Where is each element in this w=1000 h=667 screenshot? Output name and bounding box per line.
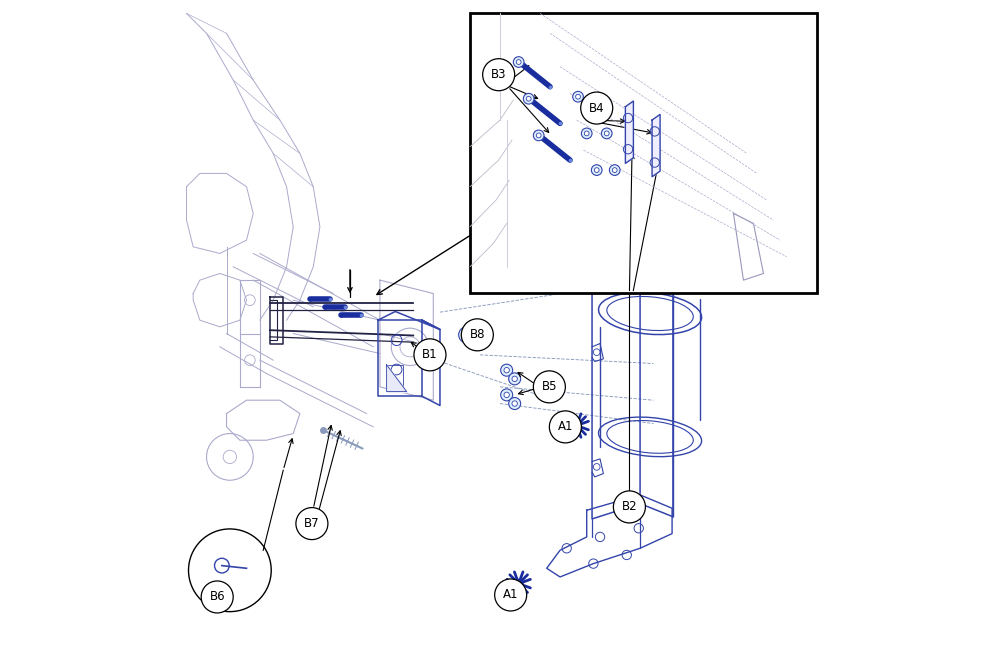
Text: B2: B2 bbox=[622, 500, 637, 514]
Circle shape bbox=[572, 421, 581, 430]
Circle shape bbox=[526, 96, 531, 101]
Circle shape bbox=[513, 57, 524, 67]
Circle shape bbox=[501, 364, 513, 376]
Circle shape bbox=[201, 581, 233, 613]
Circle shape bbox=[464, 332, 477, 346]
Circle shape bbox=[459, 327, 475, 343]
Circle shape bbox=[581, 92, 613, 124]
Circle shape bbox=[512, 401, 517, 406]
Circle shape bbox=[501, 389, 513, 401]
Text: B4: B4 bbox=[589, 101, 605, 115]
Circle shape bbox=[468, 336, 474, 342]
Text: A1: A1 bbox=[558, 420, 573, 434]
Circle shape bbox=[533, 130, 544, 141]
Bar bbox=[387, 365, 403, 392]
Circle shape bbox=[495, 579, 527, 611]
Text: B5: B5 bbox=[542, 380, 557, 394]
Circle shape bbox=[576, 94, 580, 99]
Circle shape bbox=[581, 128, 592, 139]
Text: B8: B8 bbox=[470, 328, 485, 342]
Text: B1: B1 bbox=[422, 348, 438, 362]
Circle shape bbox=[533, 371, 565, 403]
Text: B7: B7 bbox=[304, 517, 320, 530]
Circle shape bbox=[463, 331, 470, 338]
Polygon shape bbox=[625, 101, 633, 163]
Circle shape bbox=[613, 491, 645, 523]
Circle shape bbox=[584, 131, 589, 136]
Circle shape bbox=[509, 373, 521, 385]
Circle shape bbox=[573, 91, 583, 102]
Circle shape bbox=[189, 529, 271, 612]
Circle shape bbox=[612, 167, 617, 173]
Circle shape bbox=[514, 579, 523, 588]
Circle shape bbox=[504, 368, 509, 373]
Polygon shape bbox=[387, 365, 407, 392]
Circle shape bbox=[516, 59, 521, 65]
Circle shape bbox=[604, 131, 609, 136]
Bar bbox=[470, 13, 817, 293]
Circle shape bbox=[504, 392, 509, 398]
Circle shape bbox=[296, 508, 328, 540]
Circle shape bbox=[461, 319, 493, 351]
Text: A1: A1 bbox=[503, 588, 518, 602]
Circle shape bbox=[512, 376, 517, 382]
Circle shape bbox=[536, 133, 541, 138]
Circle shape bbox=[509, 398, 521, 410]
Circle shape bbox=[609, 165, 620, 175]
Circle shape bbox=[601, 128, 612, 139]
Circle shape bbox=[523, 93, 534, 104]
Circle shape bbox=[549, 411, 581, 443]
Text: B3: B3 bbox=[491, 68, 506, 81]
Circle shape bbox=[591, 165, 602, 175]
Circle shape bbox=[594, 167, 599, 173]
Circle shape bbox=[414, 339, 446, 371]
Circle shape bbox=[483, 59, 515, 91]
Text: B6: B6 bbox=[209, 590, 225, 604]
Polygon shape bbox=[652, 115, 660, 177]
